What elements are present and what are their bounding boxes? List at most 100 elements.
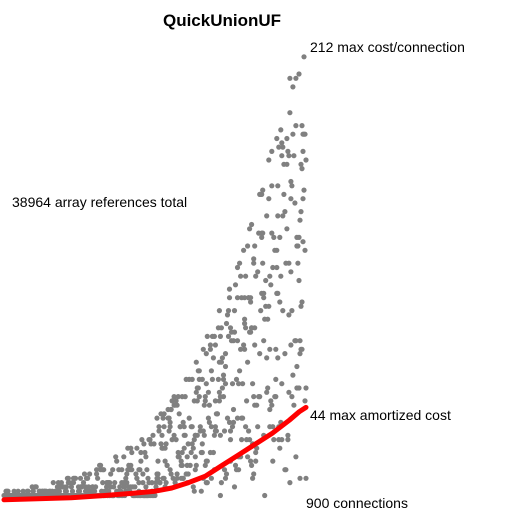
cost-point [266,157,272,163]
cost-point [175,449,181,456]
cost-point [179,449,185,456]
cost-point [199,376,205,382]
cost-point [144,467,150,473]
cost-point [283,467,289,473]
cost-point [260,260,266,266]
cost-point [189,376,195,382]
cost-point [297,338,303,344]
cost-point [303,157,309,163]
cost-point [216,389,222,395]
cost-point [123,475,129,481]
cost-point [193,462,199,468]
cost-point [161,411,167,417]
cost-point [169,398,175,404]
cost-point [93,484,99,490]
cost-point [259,191,265,197]
cost-point [297,217,303,223]
cost-point [280,308,286,314]
cost-point [129,449,135,456]
cost-point [76,488,83,494]
cost-point [220,394,227,400]
cost-point [163,441,169,447]
cost-point [101,467,107,473]
cost-point [279,437,285,443]
cost-point [302,247,308,253]
cost-point [253,273,259,279]
cost-point [292,200,298,206]
cost-point [289,394,295,400]
cost-point [193,359,199,365]
cost-point [255,424,261,430]
cost-point [221,467,228,473]
cost-point [299,166,305,172]
cost-point [229,424,236,430]
cost-point [251,471,257,477]
cost-point [181,424,187,430]
cost-point [200,428,206,434]
cost-point [222,351,229,357]
cost-point [291,153,297,159]
cost-point [143,454,149,460]
cost-point [106,488,112,494]
cost-point [121,454,127,460]
max-amortized-label: 44 max amortized cost [310,407,451,423]
cost-point [242,320,248,327]
cost-point [264,355,270,361]
cost-point [274,264,280,271]
cost-point [265,385,271,391]
cost-point [209,376,215,382]
cost-point [187,462,193,468]
cost-point [217,432,223,438]
cost-point [188,449,194,456]
cost-point [199,449,205,456]
cost-point [155,458,161,464]
cost-point [145,475,151,481]
cost-point [267,273,273,279]
cost-point [288,196,294,202]
cost-point [124,471,130,477]
cost-point [217,333,223,339]
max-cost-label: 212 max cost/connection [310,39,465,55]
cost-point [181,445,187,451]
cost-point [63,484,69,490]
cost-point [107,480,113,486]
cost-point [226,286,233,292]
cost-point [158,441,164,447]
cost-point [243,325,249,331]
cost-point [279,381,285,387]
cost-point [223,320,230,327]
cost-point [162,458,168,464]
cost-point [58,480,64,486]
cost-point [246,428,252,434]
cost-point [191,488,197,494]
cost-point [251,260,257,266]
cost-point [195,385,201,391]
cost-point [250,381,256,387]
cost-point [184,454,190,460]
cost-point [252,342,258,348]
chart-title: QuickUnionUF [163,11,281,30]
cost-point [119,467,125,473]
cost-point [136,480,142,486]
cost-point [202,398,208,404]
cost-point [95,475,101,481]
cost-point [220,372,227,378]
cost-point [175,394,181,400]
cost-point [77,475,84,481]
cost-point [147,437,153,443]
cost-point [266,303,272,309]
cost-point [303,475,309,481]
cost-point [219,355,225,361]
cost-point [278,273,284,279]
cost-point [270,458,276,464]
cost-point [223,471,230,477]
cost-point [275,183,281,189]
cost-point [203,381,209,387]
cost-point [161,475,167,481]
cost-point [171,432,177,438]
cost-point [286,260,292,266]
cost-point [80,480,87,486]
cost-point [65,475,71,481]
cost-point [161,424,167,430]
cost-point [206,419,212,425]
